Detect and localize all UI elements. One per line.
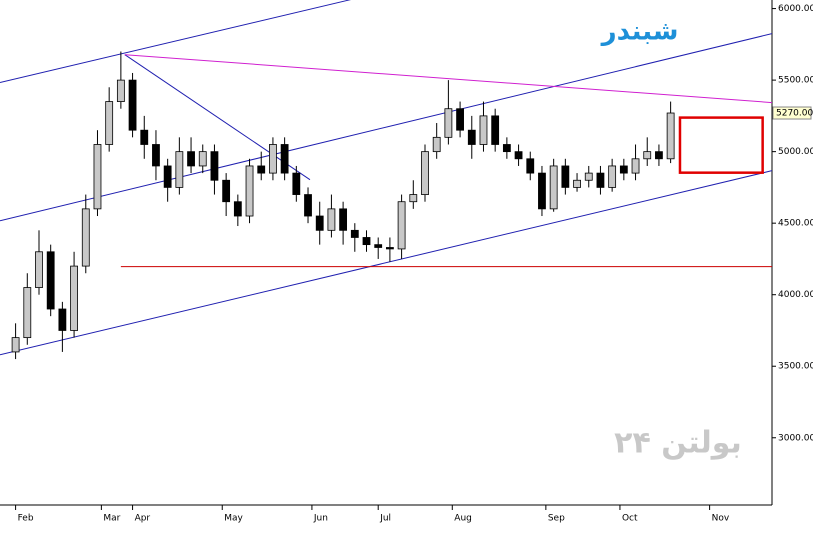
candle-body bbox=[514, 151, 523, 160]
candle-body bbox=[152, 144, 160, 167]
y-tick-label: 5000.00 bbox=[778, 147, 813, 157]
candle-body bbox=[456, 108, 464, 131]
candle-body bbox=[479, 115, 488, 145]
trend-line bbox=[0, 33, 772, 222]
candle-body bbox=[140, 129, 149, 145]
y-tick-label: 6000.00 bbox=[778, 4, 813, 14]
chart-title: شبندر bbox=[600, 17, 679, 47]
candle-body bbox=[655, 151, 663, 160]
candle-body bbox=[444, 108, 453, 138]
x-tick-label: Apr bbox=[135, 514, 151, 524]
candle-body bbox=[46, 251, 55, 310]
candle-body bbox=[198, 151, 207, 167]
candle-body bbox=[35, 251, 43, 288]
trend-line bbox=[124, 54, 772, 104]
candle-body bbox=[222, 179, 231, 203]
y-tick-label: 5500.00 bbox=[778, 76, 813, 86]
candle-body bbox=[245, 165, 254, 217]
candle-body bbox=[175, 151, 184, 188]
candle-body bbox=[573, 179, 581, 188]
candle-body bbox=[233, 201, 242, 217]
trend-line bbox=[0, 0, 352, 84]
candle-body bbox=[666, 112, 675, 160]
candle-body bbox=[596, 172, 605, 188]
candle-body bbox=[116, 79, 125, 102]
candle-body bbox=[23, 287, 32, 339]
candle-body bbox=[163, 165, 172, 188]
candle-body bbox=[631, 158, 640, 174]
candle-body bbox=[362, 237, 371, 246]
candle-body bbox=[502, 144, 511, 153]
candle-body bbox=[538, 172, 546, 210]
candle-body bbox=[210, 151, 219, 181]
x-tick-label: Sep bbox=[548, 514, 565, 524]
candle-body bbox=[269, 144, 277, 174]
candle-body bbox=[304, 194, 312, 217]
candle-body bbox=[561, 165, 570, 188]
candle-body bbox=[584, 172, 593, 181]
candle-body bbox=[93, 144, 102, 210]
candle-body bbox=[608, 165, 617, 188]
candle-body bbox=[128, 79, 137, 131]
x-tick-label: Oct bbox=[622, 514, 638, 524]
candle-body bbox=[526, 158, 535, 174]
candle-body bbox=[350, 229, 359, 238]
x-tick-label: May bbox=[224, 514, 243, 524]
candle-body bbox=[385, 247, 394, 250]
last-price-label: 5270.00 bbox=[776, 109, 813, 119]
y-tick-label: 4500.00 bbox=[778, 219, 813, 229]
x-tick-label: Nov bbox=[712, 514, 730, 524]
candle-body bbox=[467, 129, 476, 145]
candle-body bbox=[397, 201, 406, 250]
candle-body bbox=[70, 265, 78, 331]
candle-body bbox=[187, 151, 195, 167]
candle-body bbox=[421, 151, 429, 195]
highlight-box bbox=[678, 116, 764, 174]
candle-body bbox=[491, 115, 500, 145]
last-price-box bbox=[772, 106, 812, 120]
candle-body bbox=[280, 144, 289, 174]
candle-body bbox=[292, 172, 301, 195]
candle-body bbox=[432, 136, 441, 153]
candle-body bbox=[327, 208, 336, 231]
candle-body bbox=[315, 215, 324, 231]
candle-body bbox=[58, 308, 67, 331]
candle-body bbox=[105, 101, 114, 145]
x-tick-label: Mar bbox=[103, 514, 120, 524]
y-tick-label: 3500.00 bbox=[778, 362, 813, 372]
x-tick-label: Aug bbox=[454, 514, 472, 524]
candle-body bbox=[81, 208, 90, 267]
y-tick-label: 4000.00 bbox=[778, 290, 813, 300]
candle-body bbox=[619, 165, 628, 174]
x-tick-label: Jul bbox=[379, 514, 391, 524]
candle-body bbox=[257, 165, 266, 174]
trend-line bbox=[0, 170, 772, 356]
x-tick-label: Jun bbox=[313, 514, 328, 524]
candle-body bbox=[339, 208, 348, 231]
watermark: بولتن ۲۴ bbox=[614, 426, 742, 461]
candle-body bbox=[374, 244, 383, 248]
candle-body bbox=[11, 337, 20, 353]
x-tick-label: Feb bbox=[18, 514, 34, 524]
trend-line bbox=[124, 54, 311, 181]
candle-body bbox=[643, 151, 652, 160]
plot-area bbox=[0, 0, 772, 360]
candle-body bbox=[409, 194, 418, 203]
y-tick-label: 3000.00 bbox=[778, 433, 813, 443]
candle-body bbox=[549, 165, 558, 210]
